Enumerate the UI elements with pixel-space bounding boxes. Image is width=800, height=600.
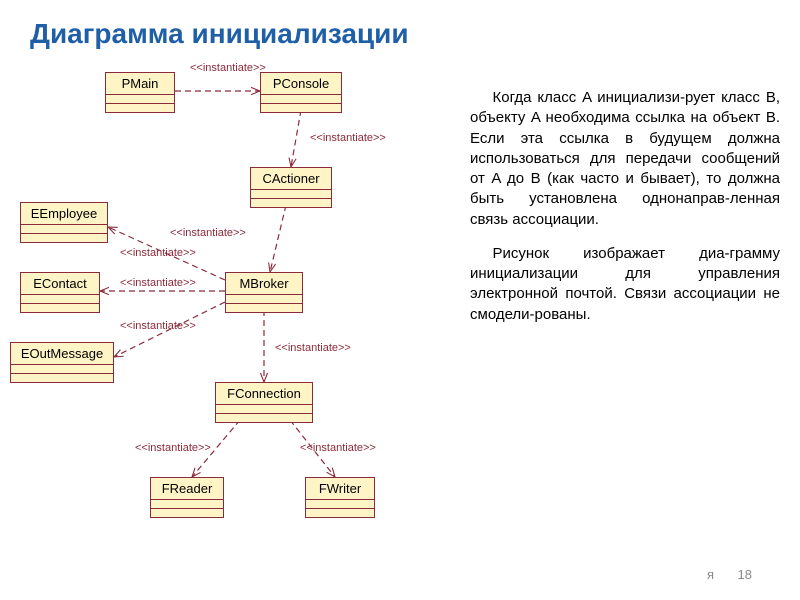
- class-node-mbroker: MBroker: [225, 272, 303, 313]
- class-node-fconnection: FConnection: [215, 382, 313, 423]
- class-node-cactioner: CActioner: [250, 167, 332, 208]
- page-number: 18: [738, 567, 752, 582]
- class-node-eemployee: EEmployee: [20, 202, 108, 243]
- slide-title: Диаграмма инициализации: [30, 18, 409, 50]
- class-node-pmain: PMain: [105, 72, 175, 113]
- stereotype-label: <<instantiate>>: [120, 277, 196, 289]
- stereotype-label: <<instantiate>>: [170, 227, 246, 239]
- class-node-freader: FReader: [150, 477, 224, 518]
- stereotype-label: <<instantiate>>: [190, 62, 266, 74]
- uml-diagram: PMain PConsole CActioner EEmployee EContact M…: [0, 62, 450, 542]
- stereotype-label: <<instantiate>>: [300, 442, 376, 454]
- class-node-eoutmessage: EOutMessage: [10, 342, 114, 383]
- class-node-pconsole: PConsole: [260, 72, 342, 113]
- stereotype-label: <<instantiate>>: [120, 247, 196, 259]
- class-node-econtact: EContact: [20, 272, 100, 313]
- paragraph-2: Рисунок изображает диа-грамму инициализа…: [470, 244, 780, 325]
- description-text: Когда класс A инициализи-рует класс B, о…: [470, 88, 780, 339]
- stereotype-label: <<instantiate>>: [275, 342, 351, 354]
- paragraph-1: Когда класс A инициализи-рует класс B, о…: [470, 88, 780, 230]
- stereotype-label: <<instantiate>>: [120, 320, 196, 332]
- stereotype-label: <<instantiate>>: [135, 442, 211, 454]
- footer-fragment: я: [707, 567, 714, 582]
- class-node-fwriter: FWriter: [305, 477, 375, 518]
- stereotype-label: <<instantiate>>: [310, 132, 386, 144]
